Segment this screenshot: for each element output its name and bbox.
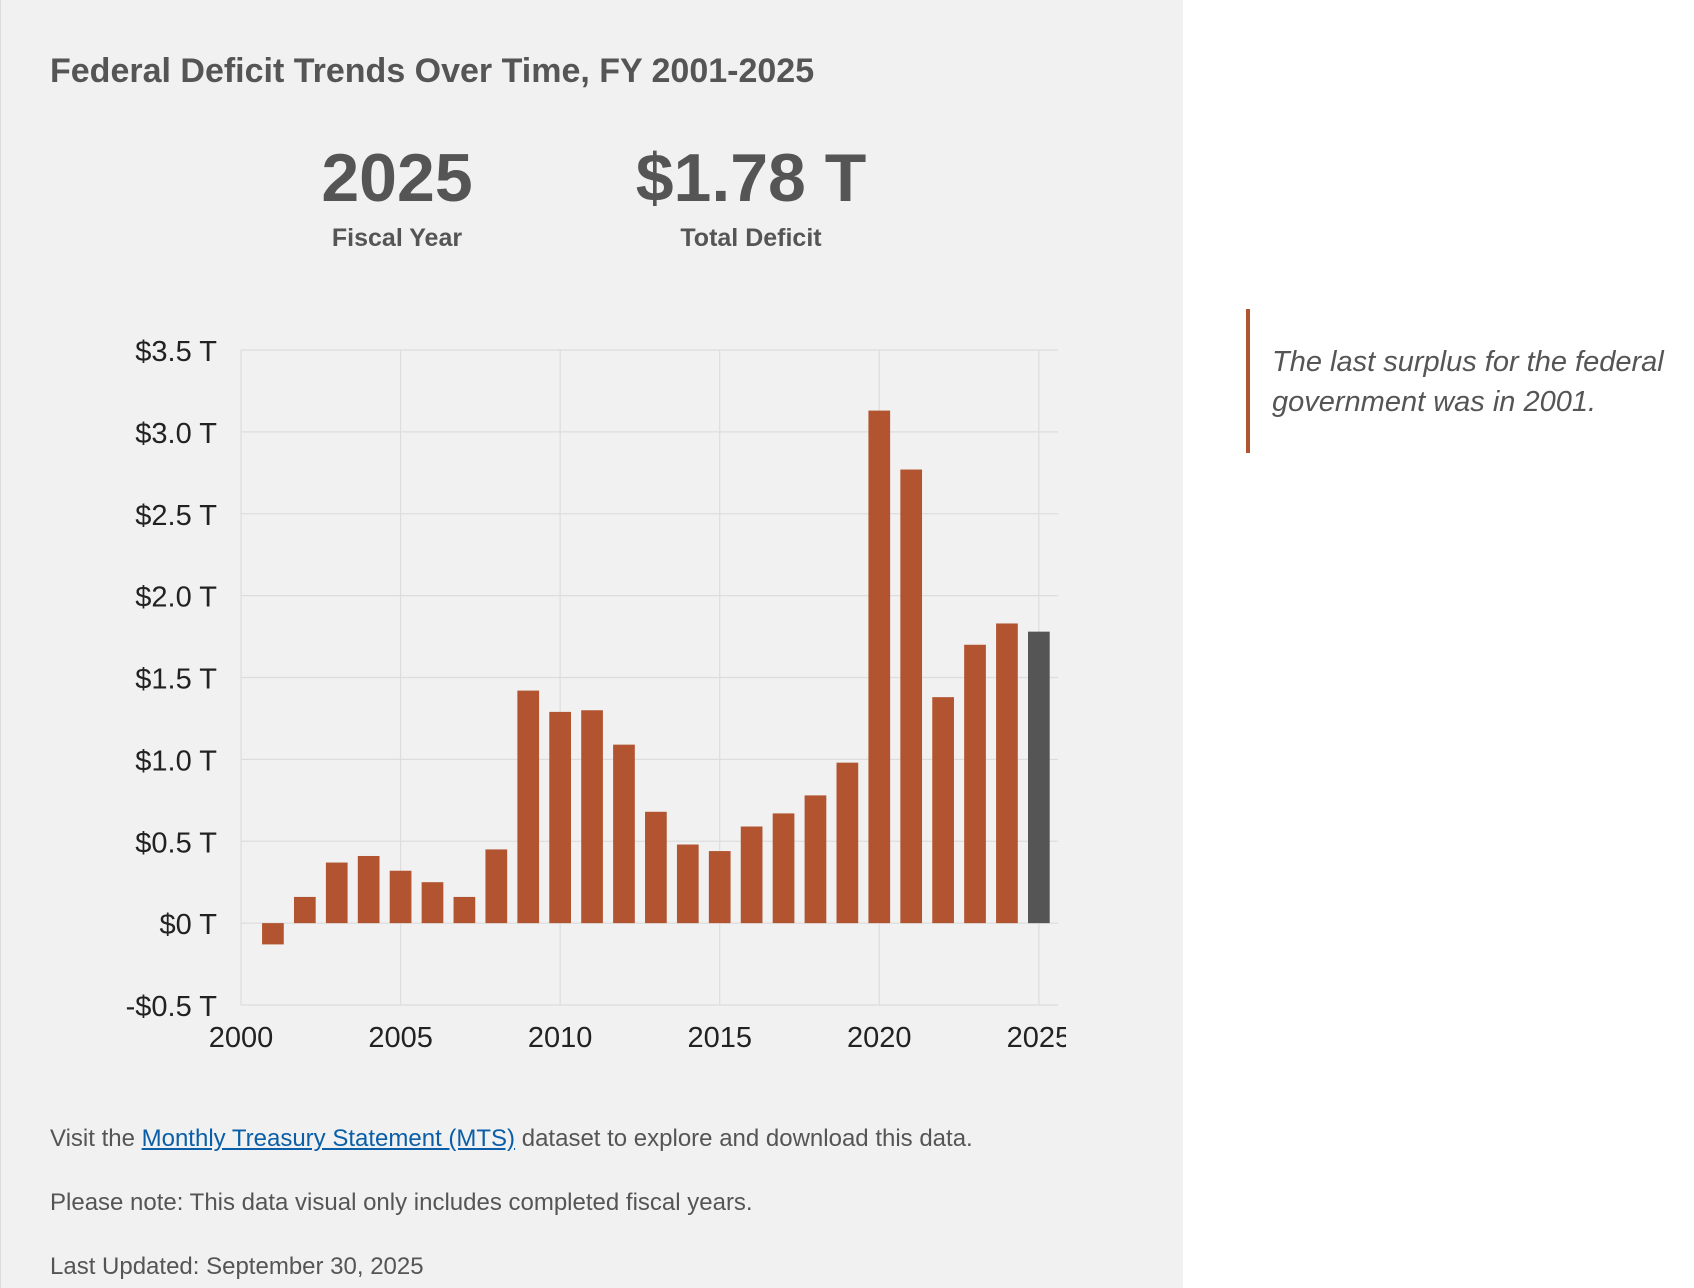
bar-2003[interactable] — [325, 862, 348, 924]
surplus-callout-text: The last surplus for the federal governm… — [1272, 346, 1664, 418]
deficit-bar-chart[interactable]: -$0.5 T $0 T $0.5 T $1.0 T $1.5 T $2.0 T $2.5 … — [101, 325, 1066, 1065]
bar-2008[interactable] — [485, 849, 508, 924]
x-tick-label: 2025 — [1007, 1022, 1066, 1054]
completed-years-note: Please note: This data visual only inclu… — [50, 1189, 753, 1216]
x-tick-label: 2000 — [209, 1022, 274, 1054]
fiscal-year-label: Fiscal Year — [331, 224, 463, 252]
bar-2014[interactable] — [676, 844, 699, 924]
bar-2004[interactable] — [357, 855, 380, 924]
bar-2019[interactable] — [836, 762, 859, 924]
visit-prefix: Visit the — [50, 1125, 142, 1152]
bar-2002[interactable] — [293, 896, 316, 924]
bar-2010[interactable] — [549, 711, 571, 924]
y-tick-label: $1.5 T — [135, 664, 217, 696]
chart-title: Federal Deficit Trends Over Time, FY 200… — [50, 52, 815, 90]
y-tick-label: $1.0 T — [135, 745, 217, 777]
last-updated-text: Last Updated: September 30, 2025 — [50, 1253, 424, 1280]
y-tick-label: $0 T — [159, 909, 217, 941]
surplus-callout: The last surplus for the federal governm… — [1246, 309, 1686, 453]
y-tick-label: $3.0 T — [135, 418, 217, 450]
bar-2025[interactable] — [1028, 631, 1050, 924]
bar-2024[interactable] — [996, 623, 1018, 924]
mts-dataset-link[interactable]: Monthly Treasury Statement (MTS) — [141, 1125, 516, 1152]
bar-2016[interactable] — [740, 826, 763, 924]
chart-panel: Federal Deficit Trends Over Time, FY 200… — [0, 0, 1183, 1288]
y-tick-label: $2.5 T — [135, 500, 217, 532]
total-deficit-value: $1.78 T — [635, 140, 867, 216]
bar-2013[interactable] — [645, 811, 667, 924]
bar-2005[interactable] — [389, 870, 412, 924]
bar-2011[interactable] — [581, 710, 603, 924]
x-tick-label: 2020 — [847, 1022, 912, 1054]
bar-2023[interactable] — [964, 644, 986, 924]
total-deficit-label: Total Deficit — [680, 224, 822, 252]
y-tick-label: $0.5 T — [135, 827, 217, 859]
bar-2021[interactable] — [900, 469, 923, 924]
bar-2012[interactable] — [613, 744, 635, 924]
bar-2017[interactable] — [772, 813, 795, 924]
fiscal-year-stat: 2025 Fiscal Year — [301, 140, 493, 253]
x-tick-label: 2015 — [687, 1022, 752, 1054]
x-tick-label: 2005 — [368, 1022, 433, 1054]
bar-2001[interactable] — [262, 923, 284, 945]
total-deficit-stat: $1.78 T Total Deficit — [601, 140, 901, 253]
x-tick-label: 2010 — [528, 1022, 593, 1054]
bar-2022[interactable] — [932, 697, 954, 924]
dataset-visit-text: Visit the Monthly Treasury Statement (MT… — [50, 1125, 973, 1153]
visit-suffix: dataset to explore and download this dat… — [515, 1125, 973, 1152]
fiscal-year-value: 2025 — [321, 140, 473, 216]
y-tick-label: -$0.5 T — [126, 991, 218, 1023]
y-tick-label: $3.5 T — [135, 336, 217, 368]
bar-2009[interactable] — [517, 690, 540, 924]
y-tick-label: $2.0 T — [135, 582, 217, 614]
bar-2015[interactable] — [708, 851, 731, 924]
bar-2007[interactable] — [453, 896, 476, 924]
bar-2018[interactable] — [804, 795, 827, 924]
bar-2020[interactable] — [868, 410, 891, 924]
bar-2006[interactable] — [421, 882, 444, 924]
